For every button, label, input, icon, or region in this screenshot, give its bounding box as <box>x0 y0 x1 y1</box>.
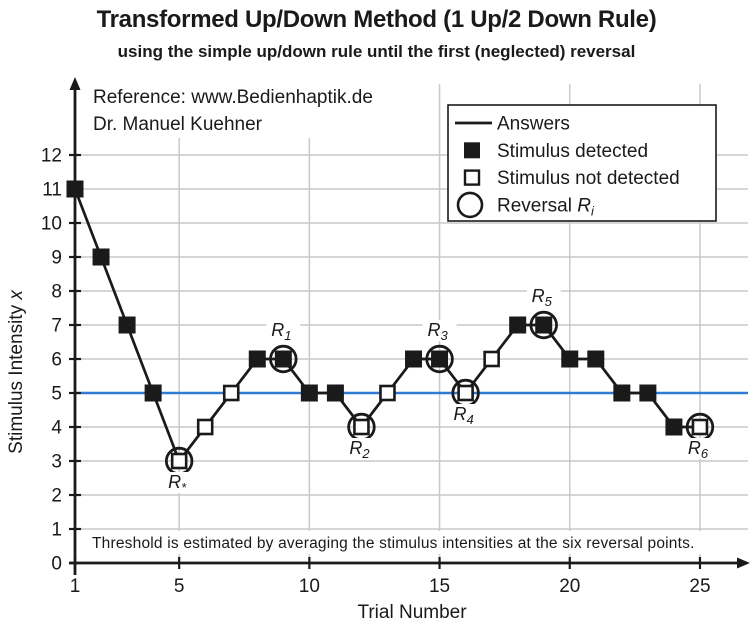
reference-text-bg <box>84 82 418 138</box>
marker-stimulus-detected <box>535 316 553 334</box>
x-tick-label: 20 <box>559 576 580 597</box>
marker-stimulus-not-detected <box>196 418 214 436</box>
marker-stimulus-not-detected <box>457 384 474 402</box>
marker-stimulus-detected <box>613 384 631 402</box>
legend-box <box>447 104 717 222</box>
x-axis-arrow <box>737 557 750 569</box>
reversals: R* R1 R2 R3 R4 R5 R6 <box>162 286 717 495</box>
reversal-label-bg <box>162 472 197 493</box>
reversal-circle <box>269 344 298 374</box>
reversal-label: R5 <box>532 286 553 309</box>
markers <box>66 180 709 470</box>
y-tick-label: 8 <box>51 282 62 303</box>
marker-stimulus-detected <box>66 180 84 198</box>
marker-stimulus-detected <box>326 384 344 402</box>
reversal-label-bg <box>422 320 457 341</box>
y-tick-label: 3 <box>51 452 62 473</box>
marker-stimulus-not-detected <box>691 418 709 436</box>
marker-stimulus-detected <box>561 350 579 368</box>
marker-stimulus-detected <box>248 350 266 368</box>
legend-item-label: Reversal Ri <box>497 195 595 218</box>
y-tick-label: 9 <box>51 248 62 269</box>
reversal-circle <box>425 344 454 374</box>
reversal-label-bg <box>526 286 561 307</box>
marker-stimulus-not-detected <box>170 452 188 470</box>
chart-title: Transformed Up/Down Method (1 Up/2 Down … <box>96 6 657 33</box>
legend-open-square-swatch <box>463 169 481 186</box>
marker-stimulus-not-detected <box>379 384 396 402</box>
tick-marks <box>69 153 702 569</box>
reference-line1: Reference: www.Bedienhaptik.de <box>93 87 373 108</box>
reversal-circle <box>529 310 558 340</box>
x-tick-label: 15 <box>429 576 450 597</box>
reversal-label-bg <box>682 438 717 459</box>
y-tick-label: 1 <box>51 520 62 541</box>
x-tick-label: 5 <box>174 576 185 597</box>
reversal-label: R4 <box>453 404 473 427</box>
marker-stimulus-detected <box>509 316 527 334</box>
y-tick-label: 7 <box>51 316 62 337</box>
x-tick-label: 10 <box>299 576 320 597</box>
y-tick-label: 11 <box>42 180 62 201</box>
legend-item-label: Stimulus not detected <box>497 168 680 189</box>
legend: Answers Stimulus detected Stimulus not det… <box>447 104 717 222</box>
reversal-label: R1 <box>271 320 291 343</box>
reversal-label: R* <box>168 472 187 495</box>
x-axis-title: Trial Number <box>357 602 467 623</box>
chart-subtitle: using the simple up/down rule until the … <box>117 42 636 61</box>
axes <box>69 86 741 575</box>
y-tick-label: 12 <box>41 146 62 167</box>
reversal-label: R6 <box>688 438 709 461</box>
marker-stimulus-detected <box>92 248 110 266</box>
x-tick-label: 1 <box>70 576 81 597</box>
marker-stimulus-not-detected <box>483 350 500 368</box>
legend-item-label: Answers <box>497 114 570 135</box>
marker-stimulus-detected <box>144 384 162 402</box>
reversal-label: R2 <box>349 438 370 461</box>
y-axis-arrow <box>69 77 81 90</box>
y-tick-label: 4 <box>51 418 62 439</box>
marker-stimulus-not-detected <box>353 418 370 436</box>
marker-stimulus-detected <box>405 350 423 368</box>
y-tick-label: 2 <box>51 486 62 507</box>
marker-stimulus-detected <box>665 418 683 436</box>
marker-stimulus-not-detected <box>222 384 240 402</box>
reversal-label: R3 <box>427 320 448 343</box>
marker-stimulus-detected <box>639 384 657 402</box>
threshold-note-bg <box>87 531 747 554</box>
marker-stimulus-detected <box>431 350 449 368</box>
y-axis-title: Stimulus Intensity x <box>6 289 27 454</box>
marker-stimulus-detected <box>118 316 136 334</box>
y-tick-label: 6 <box>51 350 62 371</box>
marker-stimulus-detected <box>274 350 292 368</box>
reference-line2: Dr. Manuel Kuehner <box>93 114 263 135</box>
legend-circle-swatch <box>456 191 484 219</box>
y-tick-label: 0 <box>51 554 62 575</box>
reversal-label-bg <box>448 404 483 425</box>
marker-stimulus-detected <box>300 384 318 402</box>
reversal-label-bg <box>266 320 301 341</box>
y-tick-label: 10 <box>41 214 62 235</box>
marker-stimulus-detected <box>587 350 605 368</box>
x-tick-label: 25 <box>689 576 710 597</box>
legend-filled-square-swatch <box>464 142 480 159</box>
threshold-note: Threshold is estimated by averaging the … <box>92 535 695 552</box>
reversal-label-bg <box>344 438 379 459</box>
legend-item-label: Stimulus detected <box>497 141 648 162</box>
y-tick-label: 5 <box>51 384 62 405</box>
